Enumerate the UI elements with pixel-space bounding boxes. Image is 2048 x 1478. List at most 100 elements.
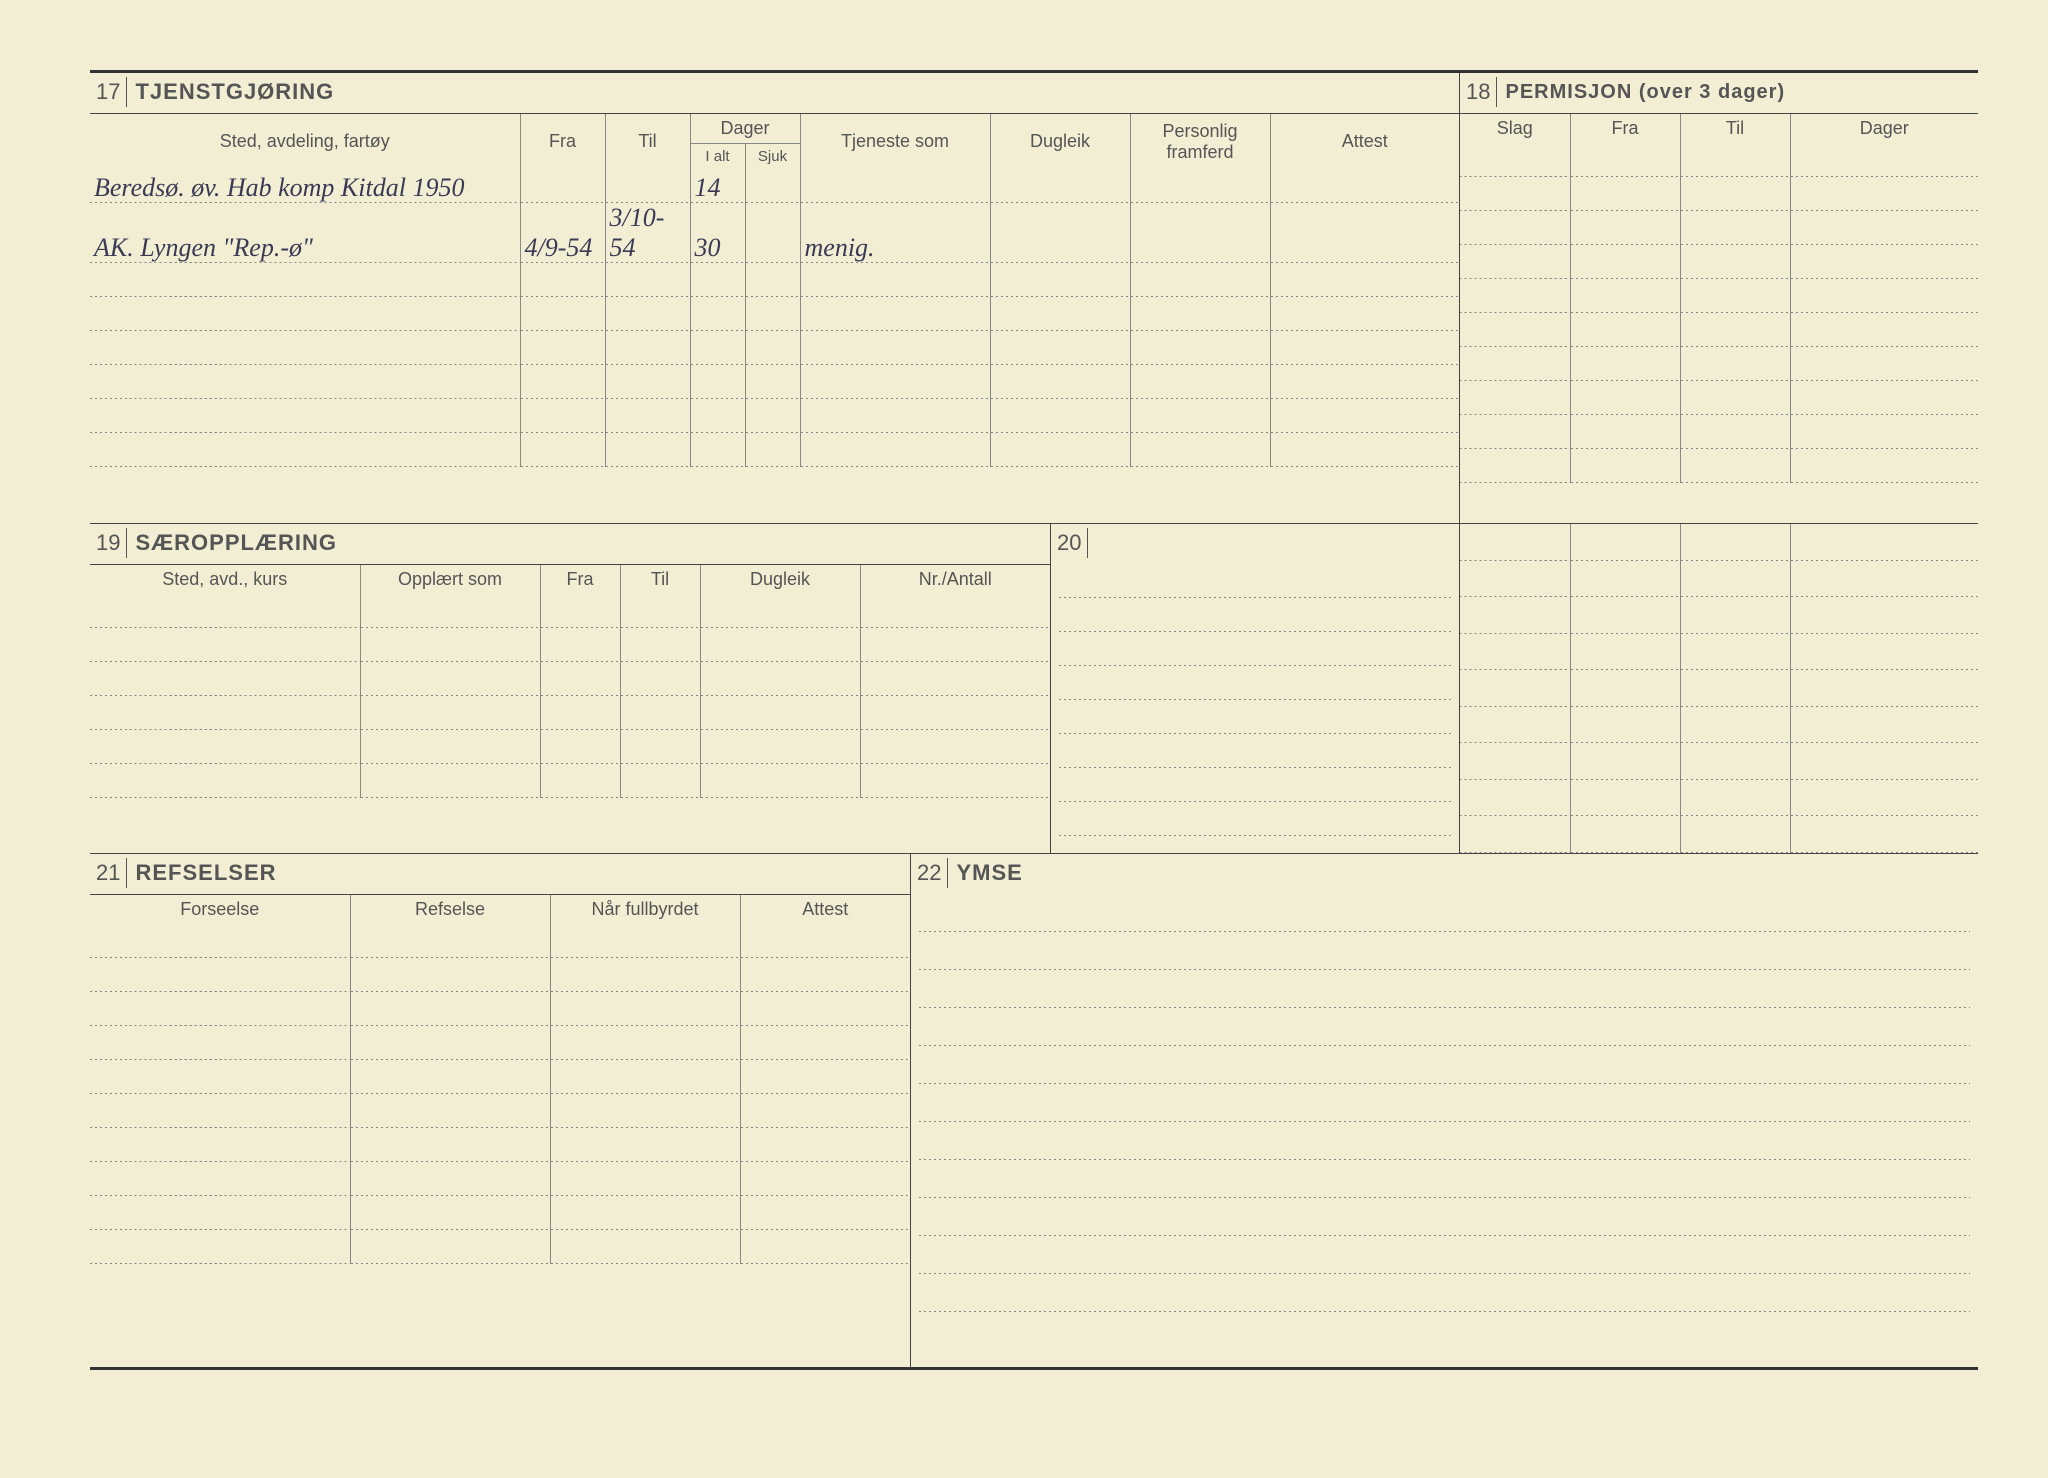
section-17: 17 TJENSTGJØRING Sted, avdeling, fartøy … — [90, 73, 1460, 523]
empty-cell — [1570, 524, 1680, 561]
section-21: 21 REFSELSER Forseelse Refselse Når full… — [90, 854, 910, 1368]
dotted-line — [1059, 666, 1451, 700]
row-19-20: 19 SÆROPPLÆRING Sted, avd., kurs Opplært… — [90, 523, 1978, 853]
main-frame: 17 TJENSTGJØRING Sted, avdeling, fartøy … — [90, 70, 1978, 1370]
empty-cell — [1570, 177, 1680, 211]
h21-forseelse: Forseelse — [90, 895, 350, 924]
section-21-title-bar: 21 REFSELSER — [90, 854, 910, 895]
h19-nr: Nr./Antall — [860, 565, 1050, 594]
empty-cell — [1570, 143, 1680, 177]
section-20-title-bar: 20 — [1051, 524, 1459, 564]
cell-sted — [90, 433, 520, 467]
cell-fra — [520, 433, 605, 467]
empty-cell — [540, 696, 620, 730]
empty-cell — [550, 1230, 740, 1264]
empty-cell — [860, 628, 1050, 662]
empty-cell — [540, 628, 620, 662]
cell-attest — [1270, 399, 1459, 433]
table-row — [90, 297, 1459, 331]
h21-refselse: Refselse — [350, 895, 550, 924]
empty-cell — [540, 594, 620, 628]
empty-cell — [1570, 816, 1680, 853]
empty-cell — [350, 924, 550, 958]
document-page: 17 TJENSTGJØRING Sted, avdeling, fartøy … — [0, 0, 2048, 1478]
row-17-18: 17 TJENSTGJØRING Sted, avdeling, fartøy … — [90, 73, 1978, 523]
empty-cell — [1460, 743, 1570, 780]
empty-cell — [1570, 381, 1680, 415]
empty-cell — [1680, 816, 1790, 853]
section-21-num: 21 — [94, 858, 127, 888]
cell-attest — [1270, 263, 1459, 297]
empty-cell — [350, 992, 550, 1026]
empty-cell — [1460, 634, 1570, 671]
empty-cell — [1460, 177, 1570, 211]
empty-cell — [350, 1128, 550, 1162]
empty-cell — [90, 1230, 350, 1264]
empty-cell — [1460, 143, 1570, 177]
cell-framferd — [1130, 263, 1270, 297]
empty-cell — [90, 958, 350, 992]
section-18-title-bar: 18 PERMISJON (over 3 dager) — [1460, 73, 1978, 114]
empty-cell — [1680, 279, 1790, 313]
cell-til — [605, 365, 690, 399]
empty-cell — [1460, 524, 1570, 561]
cell-fra — [520, 169, 605, 203]
table-row — [90, 399, 1459, 433]
empty-cell — [1460, 707, 1570, 744]
table-row — [90, 958, 910, 992]
empty-cell — [1680, 415, 1790, 449]
cell-til: 3/10-54 — [605, 203, 690, 263]
h18-fra: Fra — [1570, 114, 1680, 143]
empty-cell — [1790, 279, 1978, 313]
section-20-num: 20 — [1055, 528, 1088, 558]
cell-sted: AK. Lyngen "Rep.-ø" — [90, 203, 520, 263]
empty-cell — [1570, 561, 1680, 598]
dotted-line — [919, 1008, 1970, 1046]
empty-cell — [740, 1230, 910, 1264]
empty-cell — [1680, 143, 1790, 177]
cell-attest — [1270, 433, 1459, 467]
table-row — [1460, 245, 1978, 279]
cell-dugleik — [990, 297, 1130, 331]
empty-cell — [90, 1060, 350, 1094]
empty-cell — [540, 764, 620, 798]
h17-attest: Attest — [1270, 114, 1459, 169]
empty-cell — [360, 628, 540, 662]
empty-cell — [740, 992, 910, 1026]
empty-cell — [1790, 211, 1978, 245]
cell-ialt: 30 — [690, 203, 745, 263]
section-18-num: 18 — [1464, 77, 1497, 107]
empty-cell — [620, 662, 700, 696]
cell-dugleik — [990, 331, 1130, 365]
empty-cell — [90, 992, 350, 1026]
section-20: 20 — [1050, 524, 1460, 853]
cell-attest — [1270, 297, 1459, 331]
table-row — [90, 1060, 910, 1094]
empty-cell — [860, 764, 1050, 798]
empty-cell — [1460, 780, 1570, 817]
empty-cell — [90, 1128, 350, 1162]
cell-fra — [520, 365, 605, 399]
section-18-title: PERMISJON (over 3 dager) — [1505, 81, 1785, 104]
empty-cell — [700, 730, 860, 764]
empty-cell — [1680, 780, 1790, 817]
empty-cell — [1790, 780, 1978, 817]
cell-ialt — [690, 331, 745, 365]
cell-framferd — [1130, 297, 1270, 331]
empty-cell — [350, 1230, 550, 1264]
empty-cell — [1680, 597, 1790, 634]
empty-cell — [1570, 780, 1680, 817]
dotted-line — [919, 970, 1970, 1008]
cell-sted: Beredsø. øv. Hab komp Kitdal 1950 — [90, 169, 520, 203]
table-row — [1460, 670, 1978, 707]
h17-sjuk: Sjuk — [745, 144, 800, 170]
empty-cell — [620, 764, 700, 798]
cell-framferd — [1130, 365, 1270, 399]
table-row — [1460, 143, 1978, 177]
empty-cell — [90, 924, 350, 958]
empty-cell — [1570, 743, 1680, 780]
empty-cell — [1460, 245, 1570, 279]
empty-cell — [1570, 245, 1680, 279]
cell-dugleik — [990, 169, 1130, 203]
empty-cell — [740, 1026, 910, 1060]
